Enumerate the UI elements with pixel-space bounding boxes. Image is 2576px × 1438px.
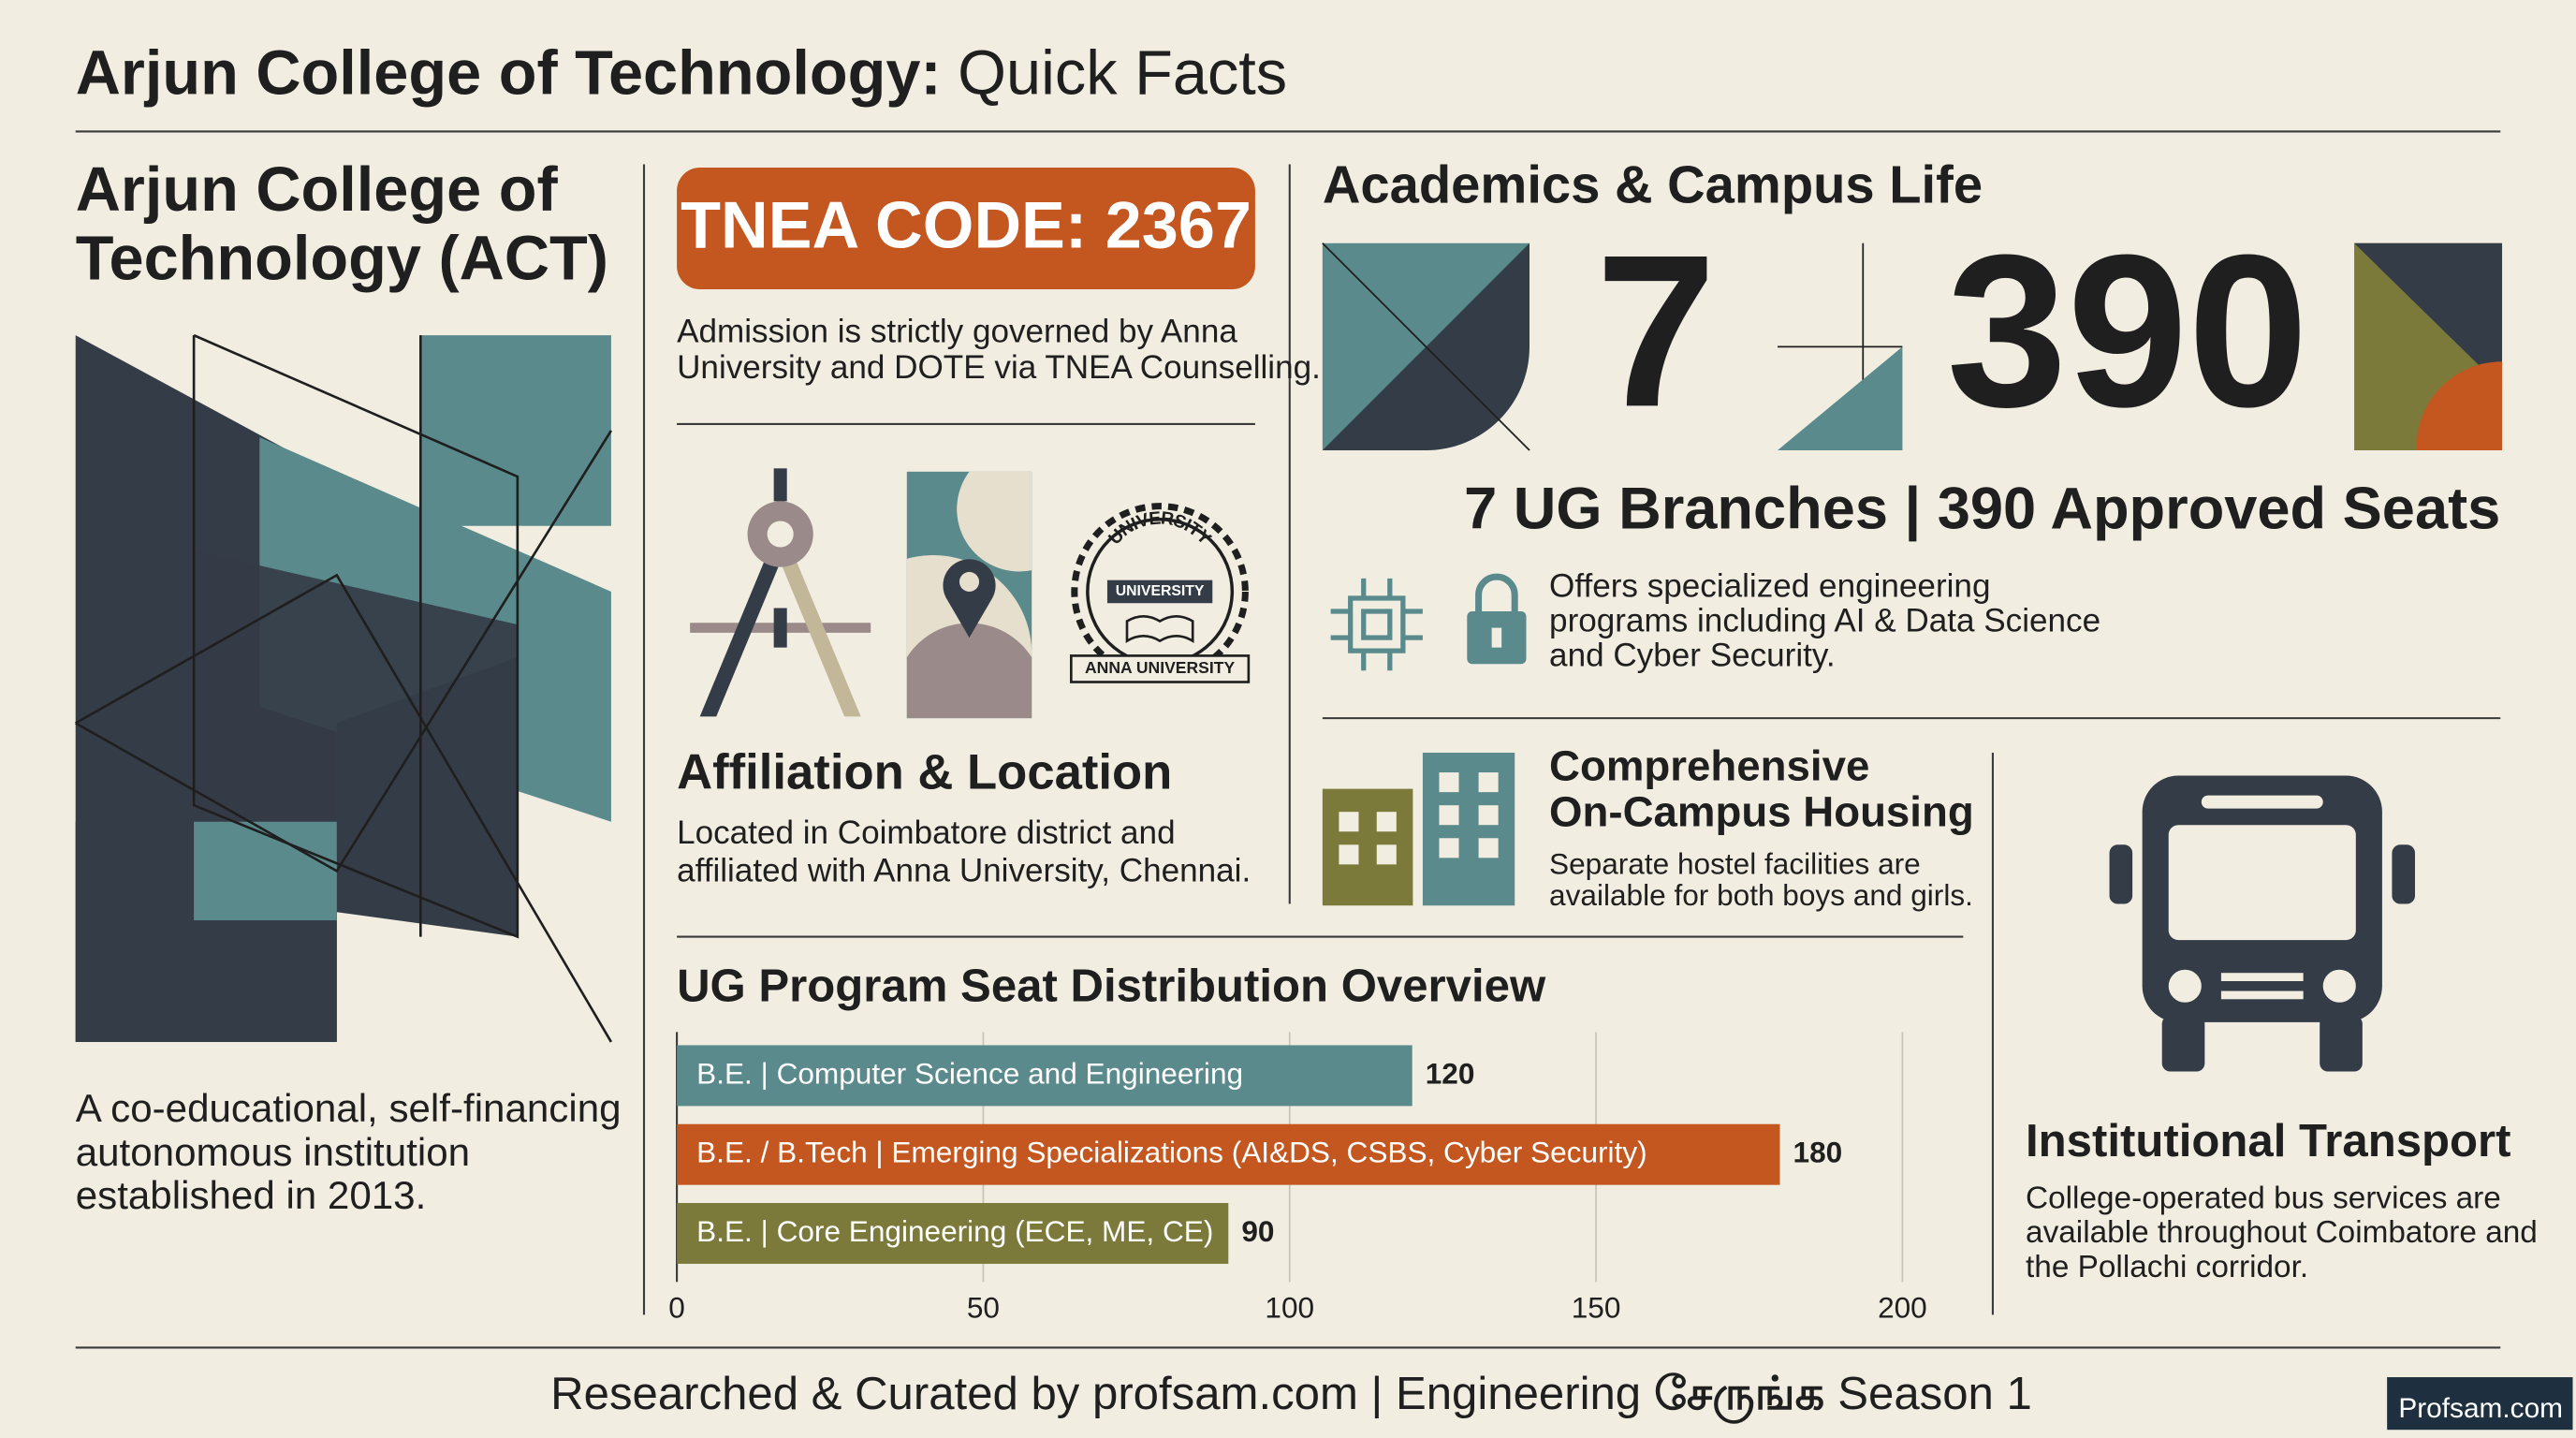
section-title: Comprehensive [1549,742,1869,790]
branch-count: 7 [1596,210,1717,452]
transport-text: the Pollachi corridor. [2026,1250,2308,1284]
university-badge: UNIVERSITY UNIVERSITY ANNA UNIVERSITY [1070,503,1251,683]
section-title: On-Campus Housing [1549,788,1974,836]
map-icon [906,471,1032,719]
bar [677,1123,1780,1185]
admission-note: University and DOTE via TNEA Counselling… [677,349,1321,386]
credit: Researched & Curated by profsam.com | En… [550,1369,2032,1424]
programs-text: Offers specialized engineering [1549,568,1990,605]
lock-icon [1467,573,1527,665]
summary: 7 UG Branches | 390 Approved Seats [1464,476,2500,541]
data-label: 120 [1426,1056,1475,1090]
data-label: 90 [1241,1214,1274,1248]
college-name: Technology (ACT) [76,224,608,293]
code-badge [677,168,1255,289]
affiliation-text: Located in Coimbatore district and [677,814,1175,851]
transport-text: College-operated bus services are [2026,1181,2501,1215]
bar-category-label: B.E. | Core Engineering (ECE, ME, CE) [696,1214,1213,1248]
chart-title: UG Program Seat Distribution Overview [677,961,1546,1012]
section-title: Institutional Transport [2026,1116,2510,1167]
credit-text: Researched & Curated by profsam.com | En… [550,1369,1641,1419]
x-tick-label: 100 [1265,1290,1314,1324]
programs-text: and Cyber Security. [1549,637,1836,673]
brand-badge [2387,1377,2573,1431]
chip-icon [1330,578,1423,671]
bar [677,1202,1229,1264]
title-bold: Arjun College of Technology: [76,38,942,108]
academics-art [1322,242,2503,451]
geometric-art [75,333,613,1043]
bar-chart: 0 50 100 150 200 B.E. | Computer Science and … [668,1032,1927,1324]
section-title: Affiliation & Location [677,744,1172,800]
buildings-icon [1322,752,1515,906]
section-title: Academics & Campus Life [1323,155,1983,214]
bus-icon [2109,775,2415,1072]
title-rest: Quick Facts [958,38,1287,108]
programs-text: programs including AI & Data Science [1549,603,2100,639]
badge-center: UNIVERSITY [1116,583,1205,599]
bar-category-label: B.E. / B.Tech | Emerging Specializations… [696,1136,1647,1169]
credit-text: Season 1 [1837,1369,2032,1419]
x-tick-label: 0 [668,1290,685,1324]
seat-count: 390 [1947,210,2309,452]
admission-note: Admission is strictly governed by Anna [677,314,1237,350]
transport-text: available throughout Coimbatore and [2026,1215,2538,1250]
description: autonomous institution [76,1130,470,1174]
x-tick-label: 200 [1878,1290,1927,1324]
compass-icon [690,468,871,717]
tnea-code: TNEA CODE: 2367 [681,187,1251,261]
bar [677,1045,1412,1107]
page-title: Arjun College of Technology: Quick Facts [76,38,1287,108]
housing-text: Separate hostel facilities are [1549,846,1921,880]
brand: Profsam.com [2398,1393,2563,1424]
data-label: 180 [1793,1136,1843,1169]
housing-text: available for both boys and girls. [1549,878,1973,912]
badge-bottom: ANNA UNIVERSITY [1085,658,1235,677]
description: A co-educational, self-financing [76,1086,622,1130]
bar-category-label: B.E. | Computer Science and Engineering [696,1056,1243,1090]
description: established in 2013. [76,1173,427,1217]
affiliation-text: affiliated with Anna University, Chennai… [677,852,1251,888]
credit-tamil: சேருங்க [1654,1369,1824,1424]
x-tick-label: 150 [1572,1290,1621,1324]
x-tick-label: 50 [967,1290,1000,1324]
college-name: Arjun College of [76,155,559,225]
